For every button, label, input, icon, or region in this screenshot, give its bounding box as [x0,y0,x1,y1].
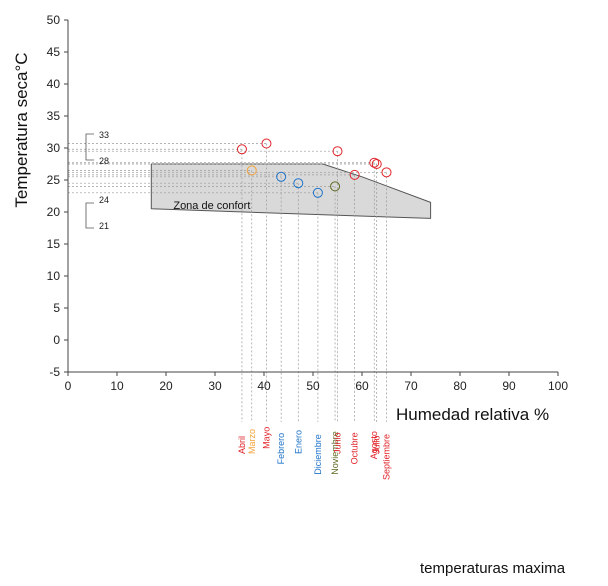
y-tick-label: 45 [47,45,61,59]
data-point [371,159,382,169]
x-tick-label: 40 [257,379,271,393]
y-tick-label: 0 [53,333,60,347]
y-axis-title: Temperatura seca°C [12,52,31,207]
y-tick-label: 25 [47,173,61,187]
month-label: Enero [293,430,303,454]
data-point [276,171,287,182]
y-tick-label: 35 [47,109,61,123]
y-tick-label: 50 [47,13,61,27]
bracket-label-28: 28 [99,156,109,166]
bracket-label-21: 21 [99,221,109,231]
x-tick-label: 60 [355,379,369,393]
data-point [369,157,380,168]
month-label: Octubre [350,432,360,464]
x-tick-label: 70 [404,379,418,393]
data-point [293,178,304,189]
month-label: Mayo [261,427,271,449]
data-point [312,187,323,198]
y-tick-label: 10 [47,269,61,283]
bracket-label-33: 33 [99,130,109,140]
y-tick-label: 15 [47,237,61,251]
x-tick-label: 20 [159,379,173,393]
y-tick-label: -5 [49,365,60,379]
x-tick-label: 90 [502,379,516,393]
month-label: Marzo [247,429,257,454]
footer-caption: temperaturas maxima [420,560,566,577]
y-tick-label: 20 [47,205,61,219]
x-tick-label: 100 [548,379,568,393]
month-label: Julio [372,435,382,454]
upper-bracket [85,133,94,161]
data-point [236,144,247,155]
x-tick-label: 0 [65,379,72,393]
x-tick-label: 30 [208,379,222,393]
y-tick-label: 30 [47,141,61,155]
bracket-label-24: 24 [99,195,109,205]
data-point [332,146,343,157]
lower-bracket [85,202,94,229]
x-tick-label: 10 [110,379,124,393]
comfort-zone-label: Zona de confort [173,200,250,212]
x-axis-title: Humedad relativa % [396,405,549,424]
month-label: Septiembre [382,434,392,480]
month-label: Agosto [369,431,379,459]
data-point [330,181,341,192]
month-label: Febrero [276,433,286,465]
data-point [381,167,392,178]
x-tick-label: 50 [306,379,320,393]
y-tick-label: 5 [53,301,60,315]
data-point [261,138,272,149]
month-label: Junio [333,432,343,454]
y-tick-label: 40 [47,77,61,91]
month-label: Noviembre [330,431,340,475]
data-point [349,169,360,180]
data-point [246,165,257,176]
month-label: Diciembre [313,434,323,475]
x-tick-label: 80 [453,379,467,393]
month-label: Abril [237,436,247,454]
comfort-zone [150,163,432,219]
